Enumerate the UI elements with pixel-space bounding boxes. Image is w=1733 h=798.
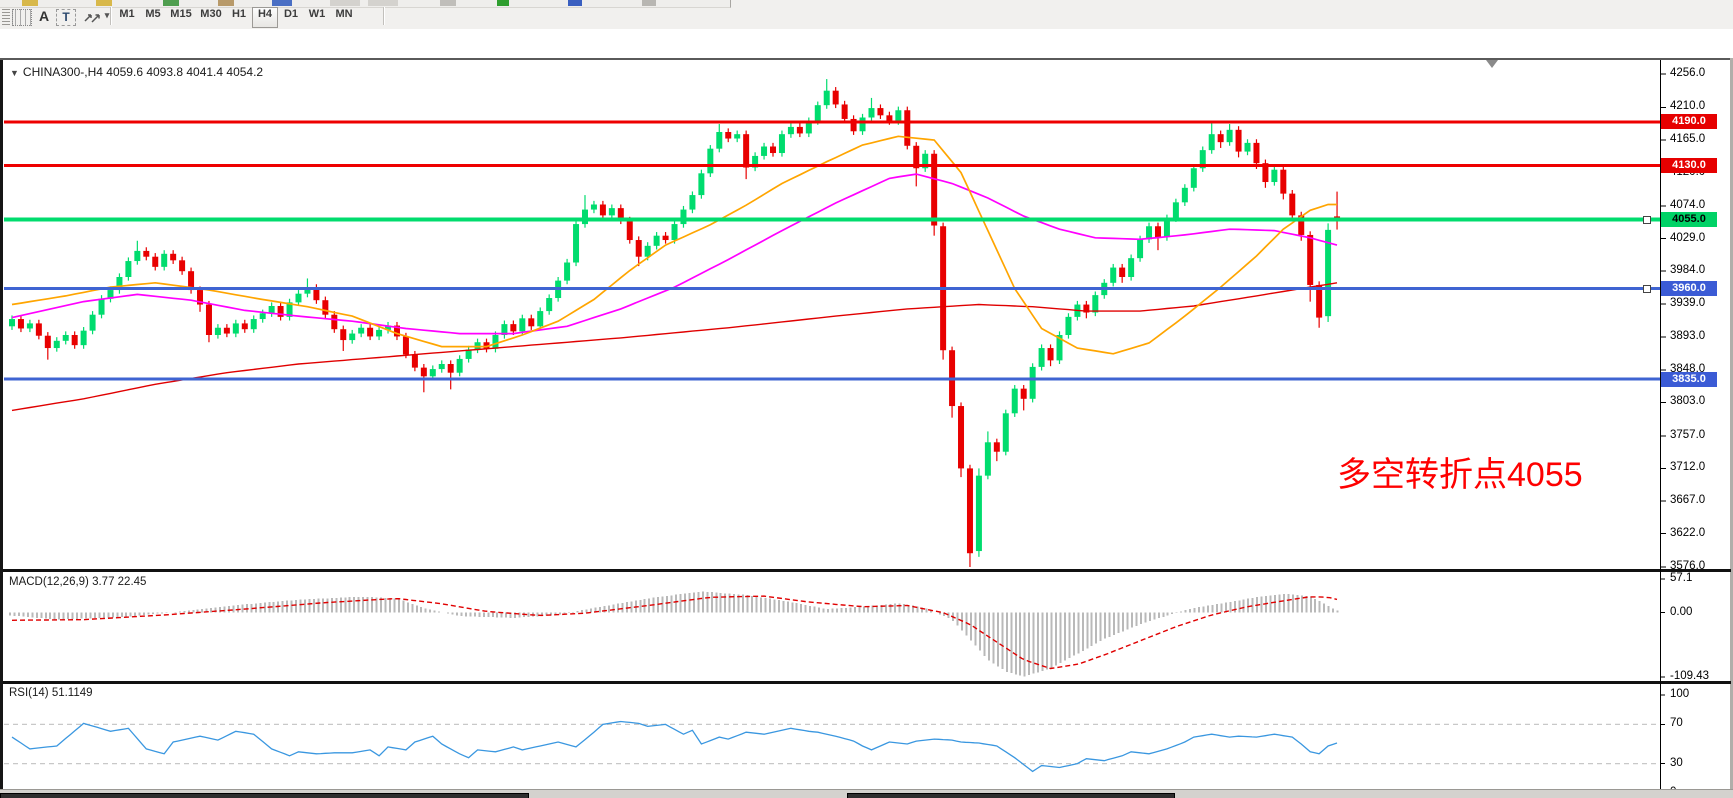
window-left-edge xyxy=(0,58,3,798)
price-level-tag: 4130.0 xyxy=(1661,157,1717,173)
toolbar-grip[interactable] xyxy=(2,9,10,25)
panel-divider[interactable] xyxy=(3,569,1731,572)
chart-header[interactable]: ▼ CHINA300-,H4 4059.6 4093.8 4041.4 4054.… xyxy=(10,65,263,79)
grid-icon[interactable] xyxy=(12,9,32,26)
timeframe-M1[interactable]: M1 xyxy=(119,8,135,20)
price-tick-label: 3712.0 xyxy=(1670,461,1706,474)
price-tick-label: 3984.0 xyxy=(1670,264,1706,277)
toolbar-separator xyxy=(110,7,112,25)
macd-label: MACD(12,26,9) 3.77 22.45 xyxy=(9,576,147,588)
cutoff-icon xyxy=(22,0,38,6)
price-chart[interactable] xyxy=(0,29,1733,798)
line-handle[interactable] xyxy=(1643,215,1651,224)
rsi-label: RSI(14) 51.1149 xyxy=(9,687,93,699)
price-tick-label: 3667.0 xyxy=(1670,494,1706,507)
timeframe-M15[interactable]: M15 xyxy=(170,8,192,20)
price-tick-label: 4210.0 xyxy=(1670,100,1706,113)
price-tick-label: 3576.0 xyxy=(1670,560,1706,572)
macd-tick-label: -109.43 xyxy=(1670,670,1710,682)
timeframe-D1[interactable]: D1 xyxy=(283,8,299,20)
price-level-tag: 4190.0 xyxy=(1661,114,1717,130)
text-label-tool-icon[interactable]: T xyxy=(56,9,76,26)
cutoff-icon xyxy=(368,0,398,6)
panel-divider[interactable] xyxy=(3,681,1731,684)
price-tick-label: 4074.0 xyxy=(1670,198,1706,211)
cutoff-icon xyxy=(440,0,456,6)
bottom-tab[interactable] xyxy=(0,793,529,798)
macd-tick-label: 0.00 xyxy=(1670,605,1693,618)
window-top-edge xyxy=(0,58,1733,60)
rsi-tick-label: 70 xyxy=(1670,717,1683,730)
timeframe-H4[interactable]: H4 xyxy=(252,7,278,28)
price-level-tag: 3960.0 xyxy=(1661,281,1717,297)
chart-shift-marker[interactable] xyxy=(1486,60,1498,68)
window-right-edge xyxy=(1730,58,1733,798)
line-handle[interactable] xyxy=(1643,284,1651,293)
price-level-tag: 3835.0 xyxy=(1661,371,1717,387)
timeframe-W1[interactable]: W1 xyxy=(308,8,326,20)
bottom-tab-strip[interactable] xyxy=(0,789,1733,798)
cutoff-icon xyxy=(642,0,656,6)
price-level-tag: 4055.0 xyxy=(1661,212,1717,228)
price-tick-label: 3939.0 xyxy=(1670,296,1706,309)
price-tick-label: 4029.0 xyxy=(1670,231,1706,244)
bottom-tab[interactable] xyxy=(847,793,1175,798)
cutoff-icon xyxy=(96,0,112,6)
toolbar-top-row-cutoff xyxy=(0,0,731,8)
rsi-tick-label: 30 xyxy=(1670,756,1683,769)
timeframe-H1[interactable]: H1 xyxy=(231,8,247,20)
timeframe-MN[interactable]: MN xyxy=(335,8,353,20)
cutoff-icon xyxy=(330,0,360,6)
rsi-tick-label: 100 xyxy=(1670,688,1690,700)
price-tick-label: 3622.0 xyxy=(1670,526,1706,539)
arrow-tools-icon[interactable] xyxy=(82,9,102,27)
symbol-ohlc-text: CHINA300-,H4 4059.6 4093.8 4041.4 4054.2 xyxy=(22,65,264,79)
price-tick-label: 3893.0 xyxy=(1670,330,1706,343)
cutoff-icon xyxy=(568,0,582,6)
timeframe-M5[interactable]: M5 xyxy=(145,8,161,20)
timeframe-M30[interactable]: M30 xyxy=(200,8,222,20)
price-tick-label: 4256.0 xyxy=(1670,67,1706,79)
toolbar-separator xyxy=(383,7,385,25)
cutoff-icon xyxy=(497,0,509,6)
cutoff-icon xyxy=(218,0,234,6)
chevron-down-icon[interactable]: ▾ xyxy=(104,10,110,20)
symbol-dropdown-icon[interactable]: ▼ xyxy=(10,68,19,78)
price-tick-label: 3757.0 xyxy=(1670,428,1706,441)
chart-annotation-text[interactable]: 多空转折点4055 xyxy=(1337,456,1583,494)
toolbar: A T ▾ M1 M5 M15 M30 H1 H4 D1 W1 MN xyxy=(0,0,1733,30)
chart-window: ▼ CHINA300-,H4 4059.6 4093.8 4041.4 4054.… xyxy=(0,29,1733,798)
price-tick-label: 4165.0 xyxy=(1670,132,1706,145)
price-tick-label: 3803.0 xyxy=(1670,395,1706,408)
text-tool-icon[interactable]: A xyxy=(38,8,50,24)
cutoff-icon xyxy=(163,0,179,6)
cutoff-icon xyxy=(272,0,292,6)
price-axis-line xyxy=(1660,60,1661,797)
macd-tick-label: 57.1 xyxy=(1670,571,1693,584)
